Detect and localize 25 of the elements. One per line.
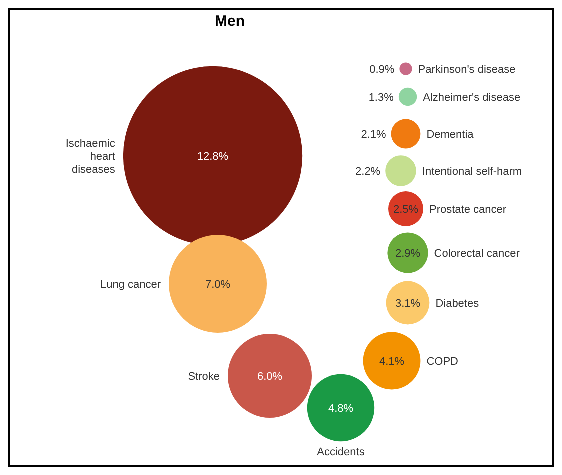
data-label: 0.9%	[370, 64, 395, 76]
data-label: 2.2%	[356, 166, 381, 178]
data-label: 2.9%	[395, 248, 421, 260]
data-label: 2.1%	[361, 129, 387, 141]
category-label: Stroke	[188, 371, 220, 383]
data-label: 6.0%	[257, 371, 283, 383]
data-label: 1.3%	[368, 92, 394, 104]
category-label: Dementia	[426, 129, 475, 141]
category-label: Prostate cancer	[430, 204, 507, 216]
category-label: Lung cancer	[100, 279, 162, 291]
category-label: Diabetes	[436, 298, 480, 310]
category-label: Intentional self-harm	[422, 166, 522, 178]
data-label: 3.1%	[395, 298, 421, 310]
data-label: 12.8%	[197, 151, 229, 163]
category-label: Parkinson's disease	[418, 64, 516, 76]
data-label: 2.5%	[393, 204, 419, 216]
category-label: Ischaemic heart diseases	[66, 138, 116, 176]
data-label: 4.1%	[379, 356, 405, 368]
category-label: COPD	[426, 356, 459, 368]
data-label: 7.0%	[205, 279, 231, 291]
category-label: Accidents	[317, 446, 366, 459]
category-label: Alzheimer's disease	[423, 92, 521, 104]
text: Men	[215, 13, 245, 30]
data-label: 4.8%	[328, 403, 354, 415]
category-label: Colorectal cancer	[434, 248, 520, 260]
